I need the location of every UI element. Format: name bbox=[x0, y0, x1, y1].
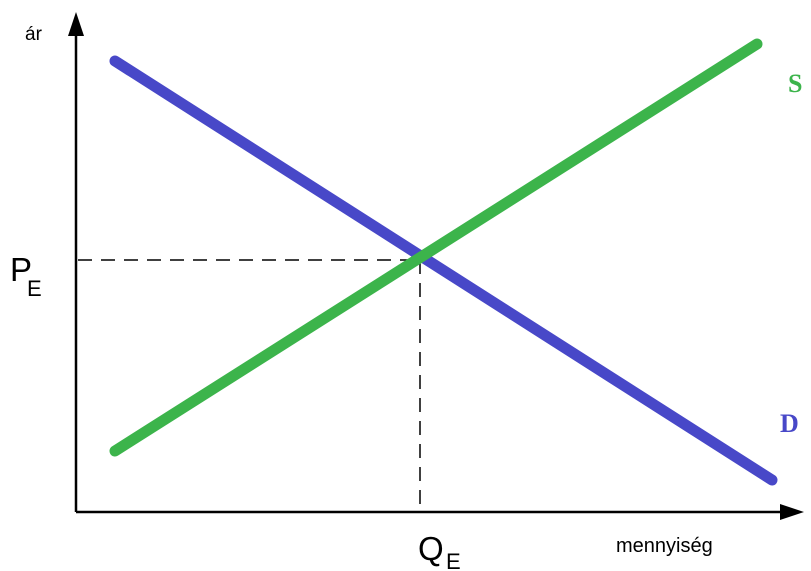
x-axis-label: mennyiség bbox=[616, 535, 713, 557]
equilibrium-quantity-label: Q bbox=[418, 530, 444, 567]
supply-curve bbox=[109, 38, 763, 457]
equilibrium-price-subscript: E bbox=[27, 276, 42, 301]
equilibrium-price-label: P bbox=[10, 251, 32, 288]
demand-curve-label: D bbox=[780, 409, 799, 438]
x-axis-arrowhead bbox=[780, 504, 804, 520]
y-axis-arrowhead bbox=[68, 12, 84, 36]
demand-curve bbox=[109, 55, 778, 486]
y-axis-label: ár bbox=[25, 24, 43, 45]
equilibrium-quantity-subscript: E bbox=[446, 549, 461, 571]
supply-curve-label: S bbox=[788, 69, 802, 98]
